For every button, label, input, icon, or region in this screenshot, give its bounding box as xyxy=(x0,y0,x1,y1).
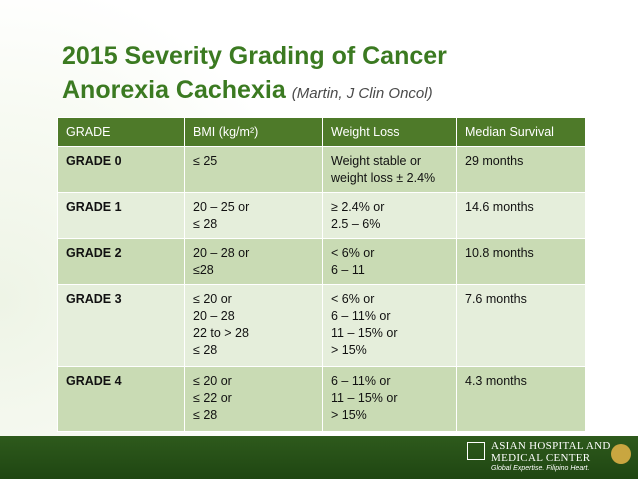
header-cell: Median Survival xyxy=(456,117,586,147)
table-cell: GRADE 3 xyxy=(57,284,185,367)
table-cell: Weight stable or weight loss ± 2.4% xyxy=(322,146,457,193)
cell-line: 4.3 months xyxy=(465,374,527,388)
cell-line: 10.8 months xyxy=(465,246,534,260)
cell-line: 6 – 11 xyxy=(331,263,365,277)
table-cell: ≥ 2.4% or 2.5 – 6% xyxy=(322,192,457,239)
cell-line: GRADE 3 xyxy=(66,292,122,306)
header-cell: GRADE xyxy=(57,117,185,147)
title-line: Anorexia Cachexia (Martin, J Clin Oncol) xyxy=(62,76,433,105)
cell-line: 22 to > 28 xyxy=(193,326,249,340)
table-row: GRADE 3 ≤ 20 or 20 – 28 22 to > 28 ≤ 28 < 6% … xyxy=(57,284,586,367)
cell-line: 20 – 28 or xyxy=(193,246,250,260)
table-cell: GRADE 2 xyxy=(57,238,185,285)
table-row: GRADE 1 20 – 25 or ≤ 28 ≥ 2.4% or 2.5 – 6% 14… xyxy=(57,192,586,239)
cell-line: 11 – 15% or xyxy=(331,326,398,340)
cell-line: GRADE 0 xyxy=(66,154,122,168)
table-cell: 7.6 months xyxy=(456,284,586,367)
cell-line: GRADE 2 xyxy=(66,246,122,260)
table-cell: GRADE 4 xyxy=(57,366,185,432)
cell-line: ≤ 20 or xyxy=(193,292,232,306)
cell-line: 20 – 25 or xyxy=(193,200,250,214)
cell-line: > 15% xyxy=(331,343,367,357)
table-cell: 10.8 months xyxy=(456,238,586,285)
table-cell: 20 – 25 or ≤ 28 xyxy=(184,192,323,239)
cell-line: Weight stable or xyxy=(331,154,422,168)
cell-line: 29 months xyxy=(465,154,524,168)
cell-line: GRADE 4 xyxy=(66,374,122,388)
logo-text: ASIAN HOSPITAL AND xyxy=(491,440,611,452)
cell-line: 11 – 15% or xyxy=(331,391,398,405)
table-cell: ≤ 20 or 20 – 28 22 to > 28 ≤ 28 xyxy=(184,284,323,367)
cell-line: < 6% or xyxy=(331,246,375,260)
logo: ASIAN HOSPITAL AND MEDICAL CENTER Global… xyxy=(467,440,611,472)
footer-band xyxy=(0,436,638,479)
table-row: GRADE 0 ≤ 25 Weight stable or weight loss ±… xyxy=(57,146,586,193)
source: (Martin, J Clin Oncol) xyxy=(291,85,433,102)
cell-line: 7.6 months xyxy=(465,292,527,306)
cell-line: 6 – 11% or xyxy=(331,374,391,388)
table-cell: < 6% or 6 – 11% or 11 – 15% or > 15% xyxy=(322,284,457,367)
table-cell: 20 – 28 or ≤28 xyxy=(184,238,323,285)
logo-mark xyxy=(467,442,485,460)
table-cell: GRADE 0 xyxy=(57,146,185,193)
title-line: 2015 Severity Grading of Cancer xyxy=(62,42,447,70)
cell-line: ≤ 28 xyxy=(193,408,218,422)
cell-line: > 15% xyxy=(331,408,367,422)
cell-line: ≤ 20 or xyxy=(193,374,232,388)
cell-line: 2.5 – 6% xyxy=(331,217,381,231)
table-cell: 4.3 months xyxy=(456,366,586,432)
cell-line: ≤ 25 xyxy=(193,154,218,168)
title-text: Anorexia Cachexia xyxy=(62,76,286,104)
header-cell: Weight Loss xyxy=(322,117,457,147)
table-row: GRADE 4 ≤ 20 or ≤ 22 or ≤ 28 6 – 11% or 11 – … xyxy=(57,366,586,432)
header-cell: BMI (kg/m²) xyxy=(184,117,323,147)
table-cell: < 6% or 6 – 11 xyxy=(322,238,457,285)
table-cell: 6 – 11% or 11 – 15% or > 15% xyxy=(322,366,457,432)
table-row: GRADE 2 20 – 28 or ≤28 < 6% or 6 – 11 10.8 mo… xyxy=(57,238,586,285)
grading-table: GRADE BMI (kg/m²) Weight Loss Median Surviv… xyxy=(57,117,586,432)
cell-line: ≥ 2.4% or xyxy=(331,200,385,214)
cell-line: 20 – 28 xyxy=(193,309,235,323)
table-cell: ≤ 20 or ≤ 22 or ≤ 28 xyxy=(184,366,323,432)
cell-line: ≤ 28 xyxy=(193,217,218,231)
table-body: GRADE 0 ≤ 25 Weight stable or weight loss ±… xyxy=(57,146,586,432)
table-cell: 29 months xyxy=(456,146,586,193)
table-cell: 14.6 months xyxy=(456,192,586,239)
logo-text: MEDICAL CENTER xyxy=(491,452,591,464)
cell-line: ≤ 28 xyxy=(193,343,218,357)
table-cell: ≤ 25 xyxy=(184,146,323,193)
cell-line: ≤ 22 or xyxy=(193,391,232,405)
logo-tagline: Global Expertise. Filipino Heart. xyxy=(491,465,590,472)
cell-line: ≤28 xyxy=(193,263,214,277)
seal xyxy=(611,444,631,464)
cell-line: GRADE 1 xyxy=(66,200,122,214)
cell-line: 14.6 months xyxy=(465,200,534,214)
header-row: GRADE BMI (kg/m²) Weight Loss Median Surviv… xyxy=(57,117,586,147)
cell-line: 6 – 11% or xyxy=(331,309,391,323)
table-cell: GRADE 1 xyxy=(57,192,185,239)
cell-line: < 6% or xyxy=(331,292,375,306)
cell-line: weight loss ± 2.4% xyxy=(331,171,436,185)
